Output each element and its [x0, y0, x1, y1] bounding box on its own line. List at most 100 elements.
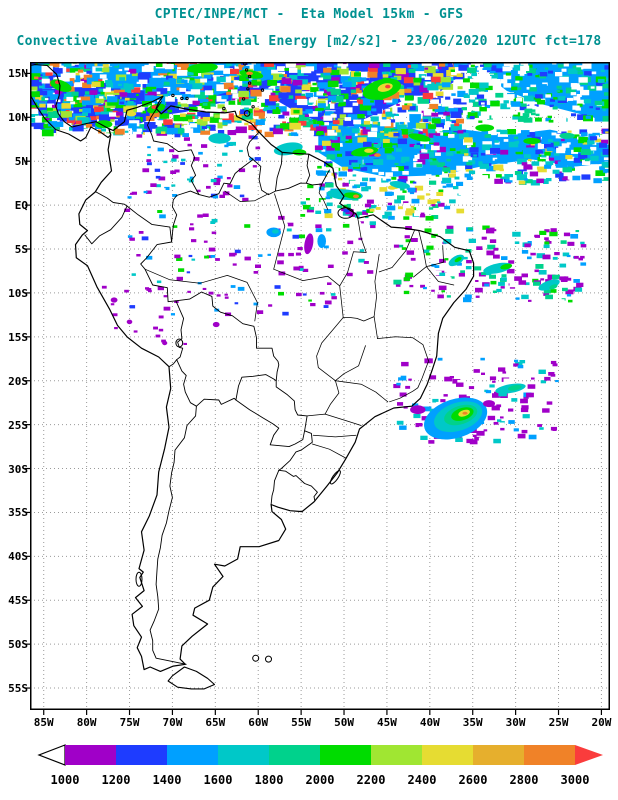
lon-tick-label: 40W [419, 716, 440, 729]
country-border [246, 131, 260, 160]
island-outline [247, 74, 252, 79]
country-border [252, 159, 269, 196]
island-outline [180, 96, 184, 101]
island-outline [252, 654, 260, 662]
country-border [175, 291, 280, 382]
state-border [144, 268, 258, 322]
colorbar: 1000 1200 1400 1600 1800 2000 2200 2400 2600 2800… [37, 744, 603, 787]
country-border [235, 399, 306, 448]
state-border [426, 245, 444, 267]
country-border [175, 300, 185, 361]
lat-tick-label: 25S [8, 418, 28, 432]
state-border [339, 251, 354, 318]
colorbar-segment [167, 745, 218, 765]
colorbar-tick-label: 1200 [102, 773, 131, 787]
colorbar-tick-label: 2000 [306, 773, 335, 787]
island-outline [251, 105, 255, 109]
country-border [274, 151, 283, 192]
lat-tick-label: EQ [14, 199, 28, 213]
state-border [373, 253, 380, 339]
state-border [389, 387, 419, 403]
colorbar-tick-label: 1400 [153, 773, 182, 787]
state-border [413, 230, 427, 278]
country-border [168, 359, 178, 368]
colorbar-tick-label: 2200 [357, 773, 386, 787]
colorbar-segment [371, 745, 422, 765]
lon-tick-label: 65W [205, 716, 226, 729]
lon-tick-label: 75W [119, 716, 140, 729]
colorbar-tick-label: 3000 [561, 773, 590, 787]
state-border [306, 413, 362, 426]
country-border [235, 374, 277, 401]
state-border [316, 317, 344, 382]
lon-tick-label: 70W [162, 716, 183, 729]
lon-tick-label: 55W [291, 716, 312, 729]
country-border [149, 405, 197, 665]
geography-layer [30, 62, 475, 690]
country-border [305, 153, 311, 184]
axis-ticks [25, 72, 603, 715]
state-border [312, 434, 357, 438]
south-america-coastline [74, 95, 475, 672]
lon-tick-label: 25W [548, 716, 569, 729]
country-border [278, 469, 318, 502]
colorbar-tick-label: 2400 [408, 773, 437, 787]
colorbar-tick-label: 1800 [255, 773, 284, 787]
lat-tick-label: 45S [8, 594, 28, 608]
island-outline [337, 207, 354, 219]
state-border [417, 361, 429, 389]
lat-tick-label: 40S [8, 550, 28, 564]
lat-tick-label: 10N [8, 111, 28, 125]
country-border [195, 397, 237, 407]
lat-tick-label: 50S [8, 638, 28, 652]
central-america-coastline [30, 64, 112, 142]
colorbar-tick-label: 2800 [510, 773, 539, 787]
colorbar-segment [524, 745, 575, 765]
island-outline [222, 106, 226, 111]
lat-tick-label: 10S [8, 286, 28, 300]
lon-tick-label: 50W [334, 716, 354, 729]
lat-tick-label: 15N [8, 67, 28, 81]
tierra-del-fuego-coastline [167, 666, 216, 690]
island-outline [241, 97, 246, 101]
lon-tick-label: 30W [505, 716, 526, 729]
country-border [198, 159, 254, 198]
lon-tick-label: 20W [591, 716, 612, 729]
map-frame [30, 62, 610, 710]
country-border [95, 191, 128, 207]
colorbar-segment [422, 745, 473, 765]
state-border [353, 217, 367, 253]
island-outline [243, 110, 251, 117]
lat-tick-label: 55S [8, 682, 28, 696]
colorbar-tick-label: 2600 [459, 773, 488, 787]
colorbar-segment [473, 745, 524, 765]
lat-tick-label: 5N [14, 155, 28, 169]
country-border [147, 101, 200, 196]
country-border [268, 169, 330, 196]
state-border [311, 443, 347, 459]
state-border [335, 345, 366, 382]
map-plot [25, 62, 610, 715]
country-border [270, 469, 280, 505]
lon-tick-label: 35W [462, 716, 483, 729]
state-border [318, 183, 329, 210]
island-outline [185, 96, 189, 101]
state-border [335, 380, 389, 403]
lon-tick-label: 45W [376, 716, 397, 729]
country-border [278, 430, 313, 471]
island-outline [265, 655, 272, 663]
state-border [426, 266, 455, 286]
island-outline [247, 81, 252, 85]
country-border [171, 190, 200, 243]
lat-tick-label: 30S [8, 462, 28, 476]
state-border [342, 316, 375, 322]
header-product-title: Convective Available Potential Energy [m… [16, 34, 602, 49]
island-outline [135, 571, 143, 587]
lat-tick-label: 35S [8, 506, 28, 520]
lon-tick-label: 80W [76, 716, 97, 729]
colorbar-segment [218, 745, 269, 765]
state-border [224, 190, 269, 202]
country-border [275, 380, 308, 432]
island-outline [244, 68, 249, 72]
